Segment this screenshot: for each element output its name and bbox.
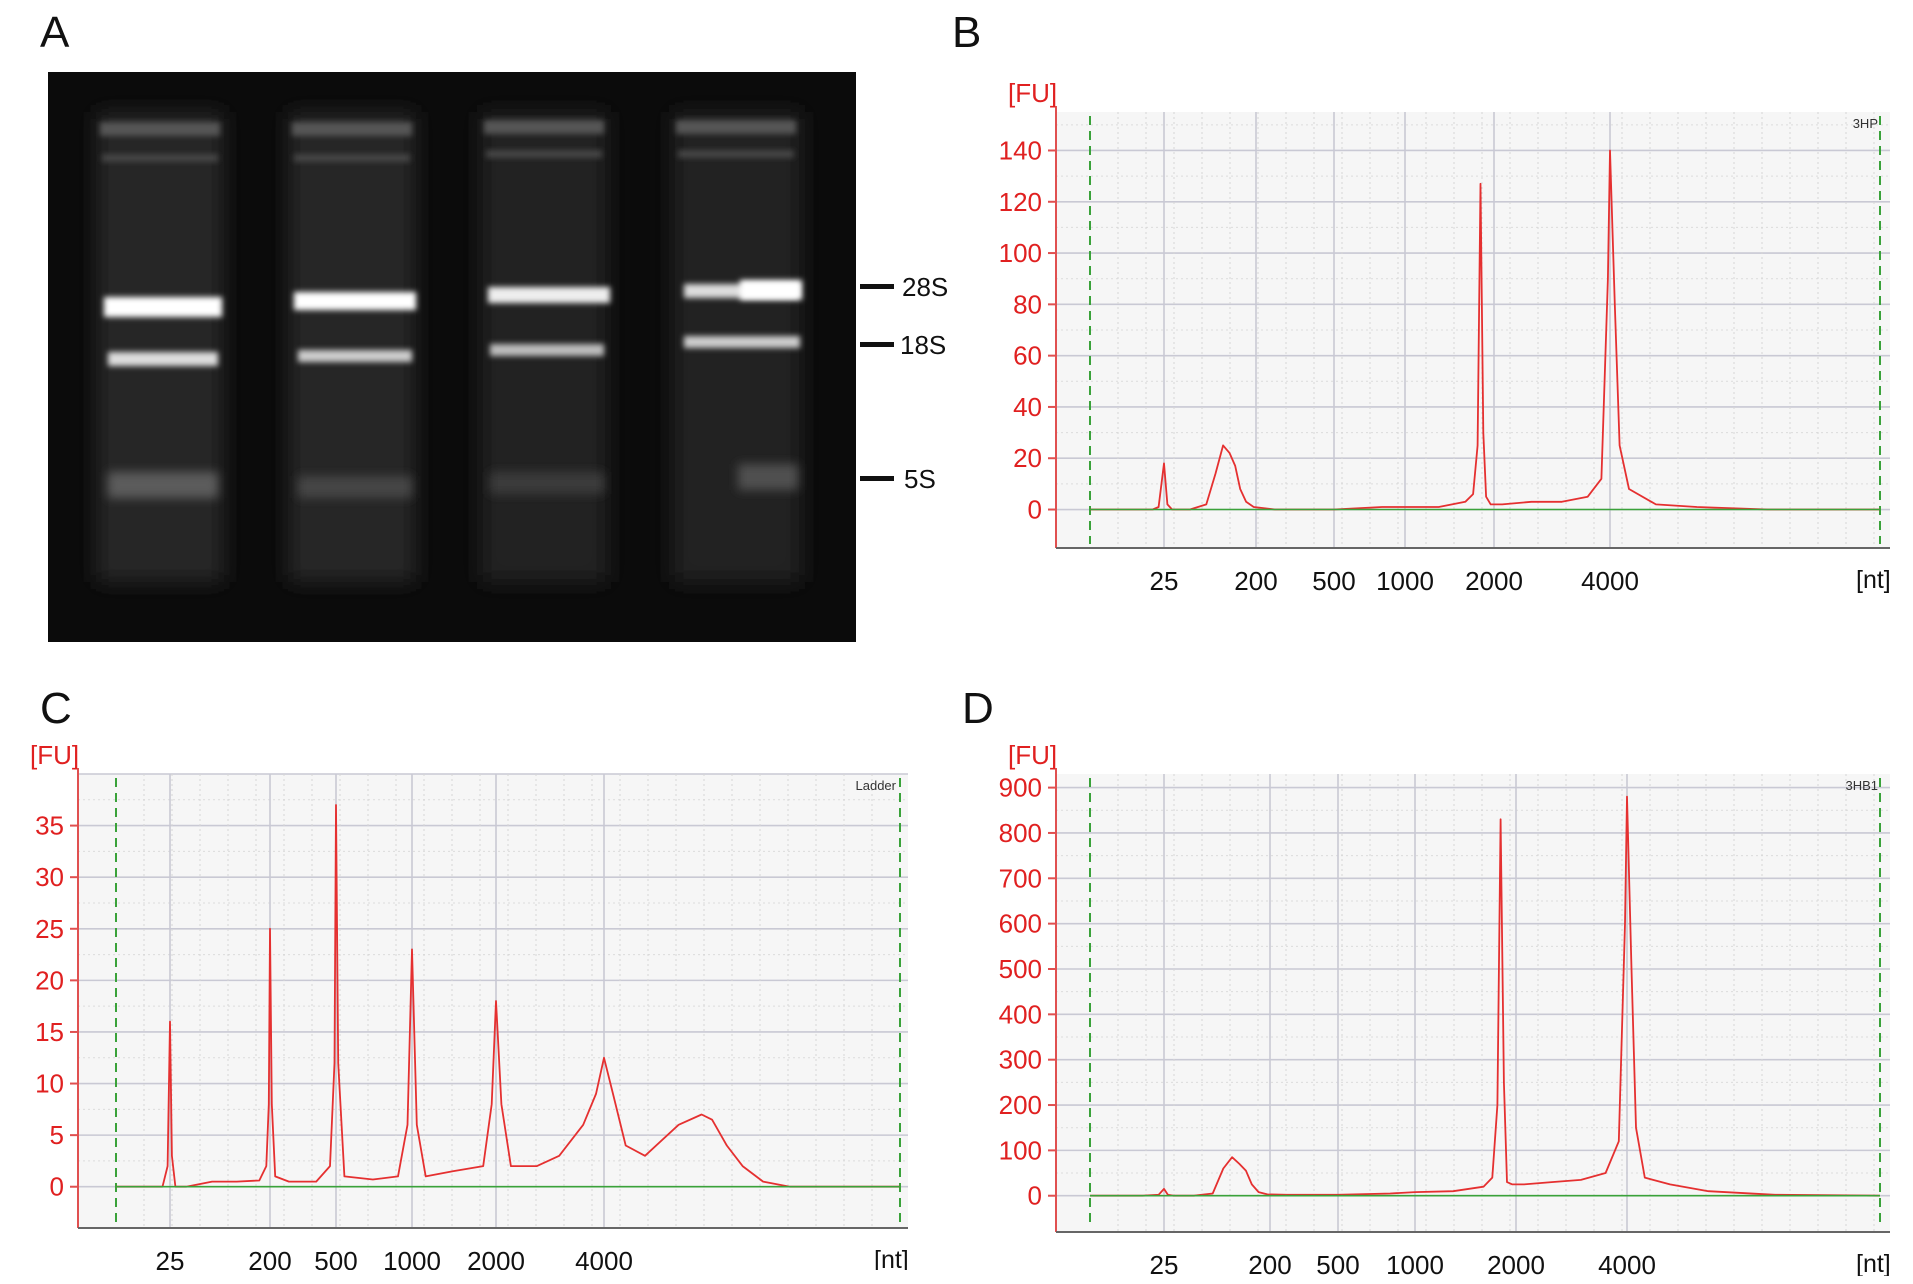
gel-lane-1 xyxy=(96,112,224,582)
x-unit-label: [nt] xyxy=(1856,1250,1891,1276)
chart-panel-b: 0 20 40 60 80 100 120 140 25 200 500 1000 2000 4000 [F… xyxy=(999,78,1891,596)
y-tick-label: 140 xyxy=(999,135,1042,165)
sample-label: 3HP xyxy=(1853,116,1878,131)
chart-panel-d: 0 100 200 300 400 500 600 700 800 900 25 200 500 1000… xyxy=(999,740,1891,1276)
y-tick-label: 400 xyxy=(999,999,1042,1029)
x-tick-label: 1000 xyxy=(383,1246,441,1270)
y-tick-label: 700 xyxy=(999,863,1042,893)
y-tick-label: 15 xyxy=(35,1017,64,1047)
y-tick-label: 900 xyxy=(999,773,1042,803)
panel-label-b: B xyxy=(952,8,982,57)
sample-label: 3HB1 xyxy=(1845,778,1878,793)
y-unit-label: [FU] xyxy=(30,740,79,770)
x-tick-label: 500 xyxy=(314,1246,357,1270)
gel-lanes xyxy=(96,112,802,582)
fluorescence-trace xyxy=(116,804,900,1188)
x-tick-label: 4000 xyxy=(575,1246,633,1270)
gel-lane-2 xyxy=(288,112,416,582)
x-tick-label: 25 xyxy=(1150,1250,1179,1276)
y-tick-label: 600 xyxy=(999,909,1042,939)
x-tick-label: 25 xyxy=(1150,566,1179,596)
y-tick-label: 60 xyxy=(1013,341,1042,371)
band-label-28s: 28S xyxy=(902,272,948,302)
panel-label-d: D xyxy=(962,684,994,733)
y-tick-label: 25 xyxy=(35,914,64,944)
x-tick-label: 4000 xyxy=(1598,1250,1656,1276)
gridlines xyxy=(78,773,908,1228)
x-tick-label: 25 xyxy=(156,1246,185,1270)
y-tick-label: 100 xyxy=(999,238,1042,268)
y-tick-label: 120 xyxy=(999,187,1042,217)
y-tick-label: 80 xyxy=(1013,289,1042,319)
band-label-5s: 5S xyxy=(904,464,936,494)
band-marker-5s: 5S xyxy=(860,464,936,494)
panel-label-c: C xyxy=(40,684,72,733)
y-unit-label: [FU] xyxy=(1008,740,1057,770)
y-tick-label: 30 xyxy=(35,862,64,892)
x-tick-label: 2000 xyxy=(1465,566,1523,596)
band-marker-18s: 18S xyxy=(860,330,946,360)
y-tick-label: 100 xyxy=(999,1135,1042,1165)
band-marker-28s: 28S xyxy=(860,272,948,302)
y-tick-label: 35 xyxy=(35,811,64,841)
plot-area xyxy=(1056,774,1890,1232)
gel-lane-4 xyxy=(672,112,802,582)
x-tick-label: 2000 xyxy=(1487,1250,1545,1276)
x-tick-label: 1000 xyxy=(1386,1250,1444,1276)
panel-label-a: A xyxy=(40,8,70,57)
y-unit-label: [FU] xyxy=(1008,78,1057,108)
gel-lane-3 xyxy=(480,112,610,582)
y-tick-label: 500 xyxy=(999,954,1042,984)
x-tick-label: 500 xyxy=(1312,566,1355,596)
y-tick-label: 5 xyxy=(50,1120,64,1150)
y-tick-label: 20 xyxy=(1013,443,1042,473)
y-tick-label: 0 xyxy=(50,1172,64,1202)
x-tick-label: 200 xyxy=(1248,1250,1291,1276)
y-tick-label: 800 xyxy=(999,818,1042,848)
y-tick-label: 10 xyxy=(35,1069,64,1099)
x-tick-label: 1000 xyxy=(1376,566,1434,596)
y-tick-label: 300 xyxy=(999,1045,1042,1075)
x-tick-label: 500 xyxy=(1316,1250,1359,1276)
sample-label: Ladder xyxy=(856,778,897,793)
y-tick-label: 200 xyxy=(999,1090,1042,1120)
gridlines xyxy=(1056,774,1890,1232)
x-tick-label: 200 xyxy=(248,1246,291,1270)
y-tick-label: 0 xyxy=(1028,495,1042,525)
x-unit-label: [nt] xyxy=(874,1246,909,1270)
gel-electrophoresis-image: 28S 18S 5S xyxy=(48,72,948,642)
y-tick-label: 40 xyxy=(1013,392,1042,422)
x-unit-label: [nt] xyxy=(1856,566,1891,594)
x-tick-label: 200 xyxy=(1234,566,1277,596)
plot-area xyxy=(78,774,908,1228)
band-label-18s: 18S xyxy=(900,330,946,360)
y-tick-label: 0 xyxy=(1028,1181,1042,1211)
x-tick-label: 2000 xyxy=(467,1246,525,1270)
y-tick-label: 20 xyxy=(35,965,64,995)
x-tick-label: 4000 xyxy=(1581,566,1639,596)
chart-panel-c: 0 5 10 15 20 25 30 35 25 200 500 1000 2000 4000 [FU] [n… xyxy=(30,740,909,1270)
